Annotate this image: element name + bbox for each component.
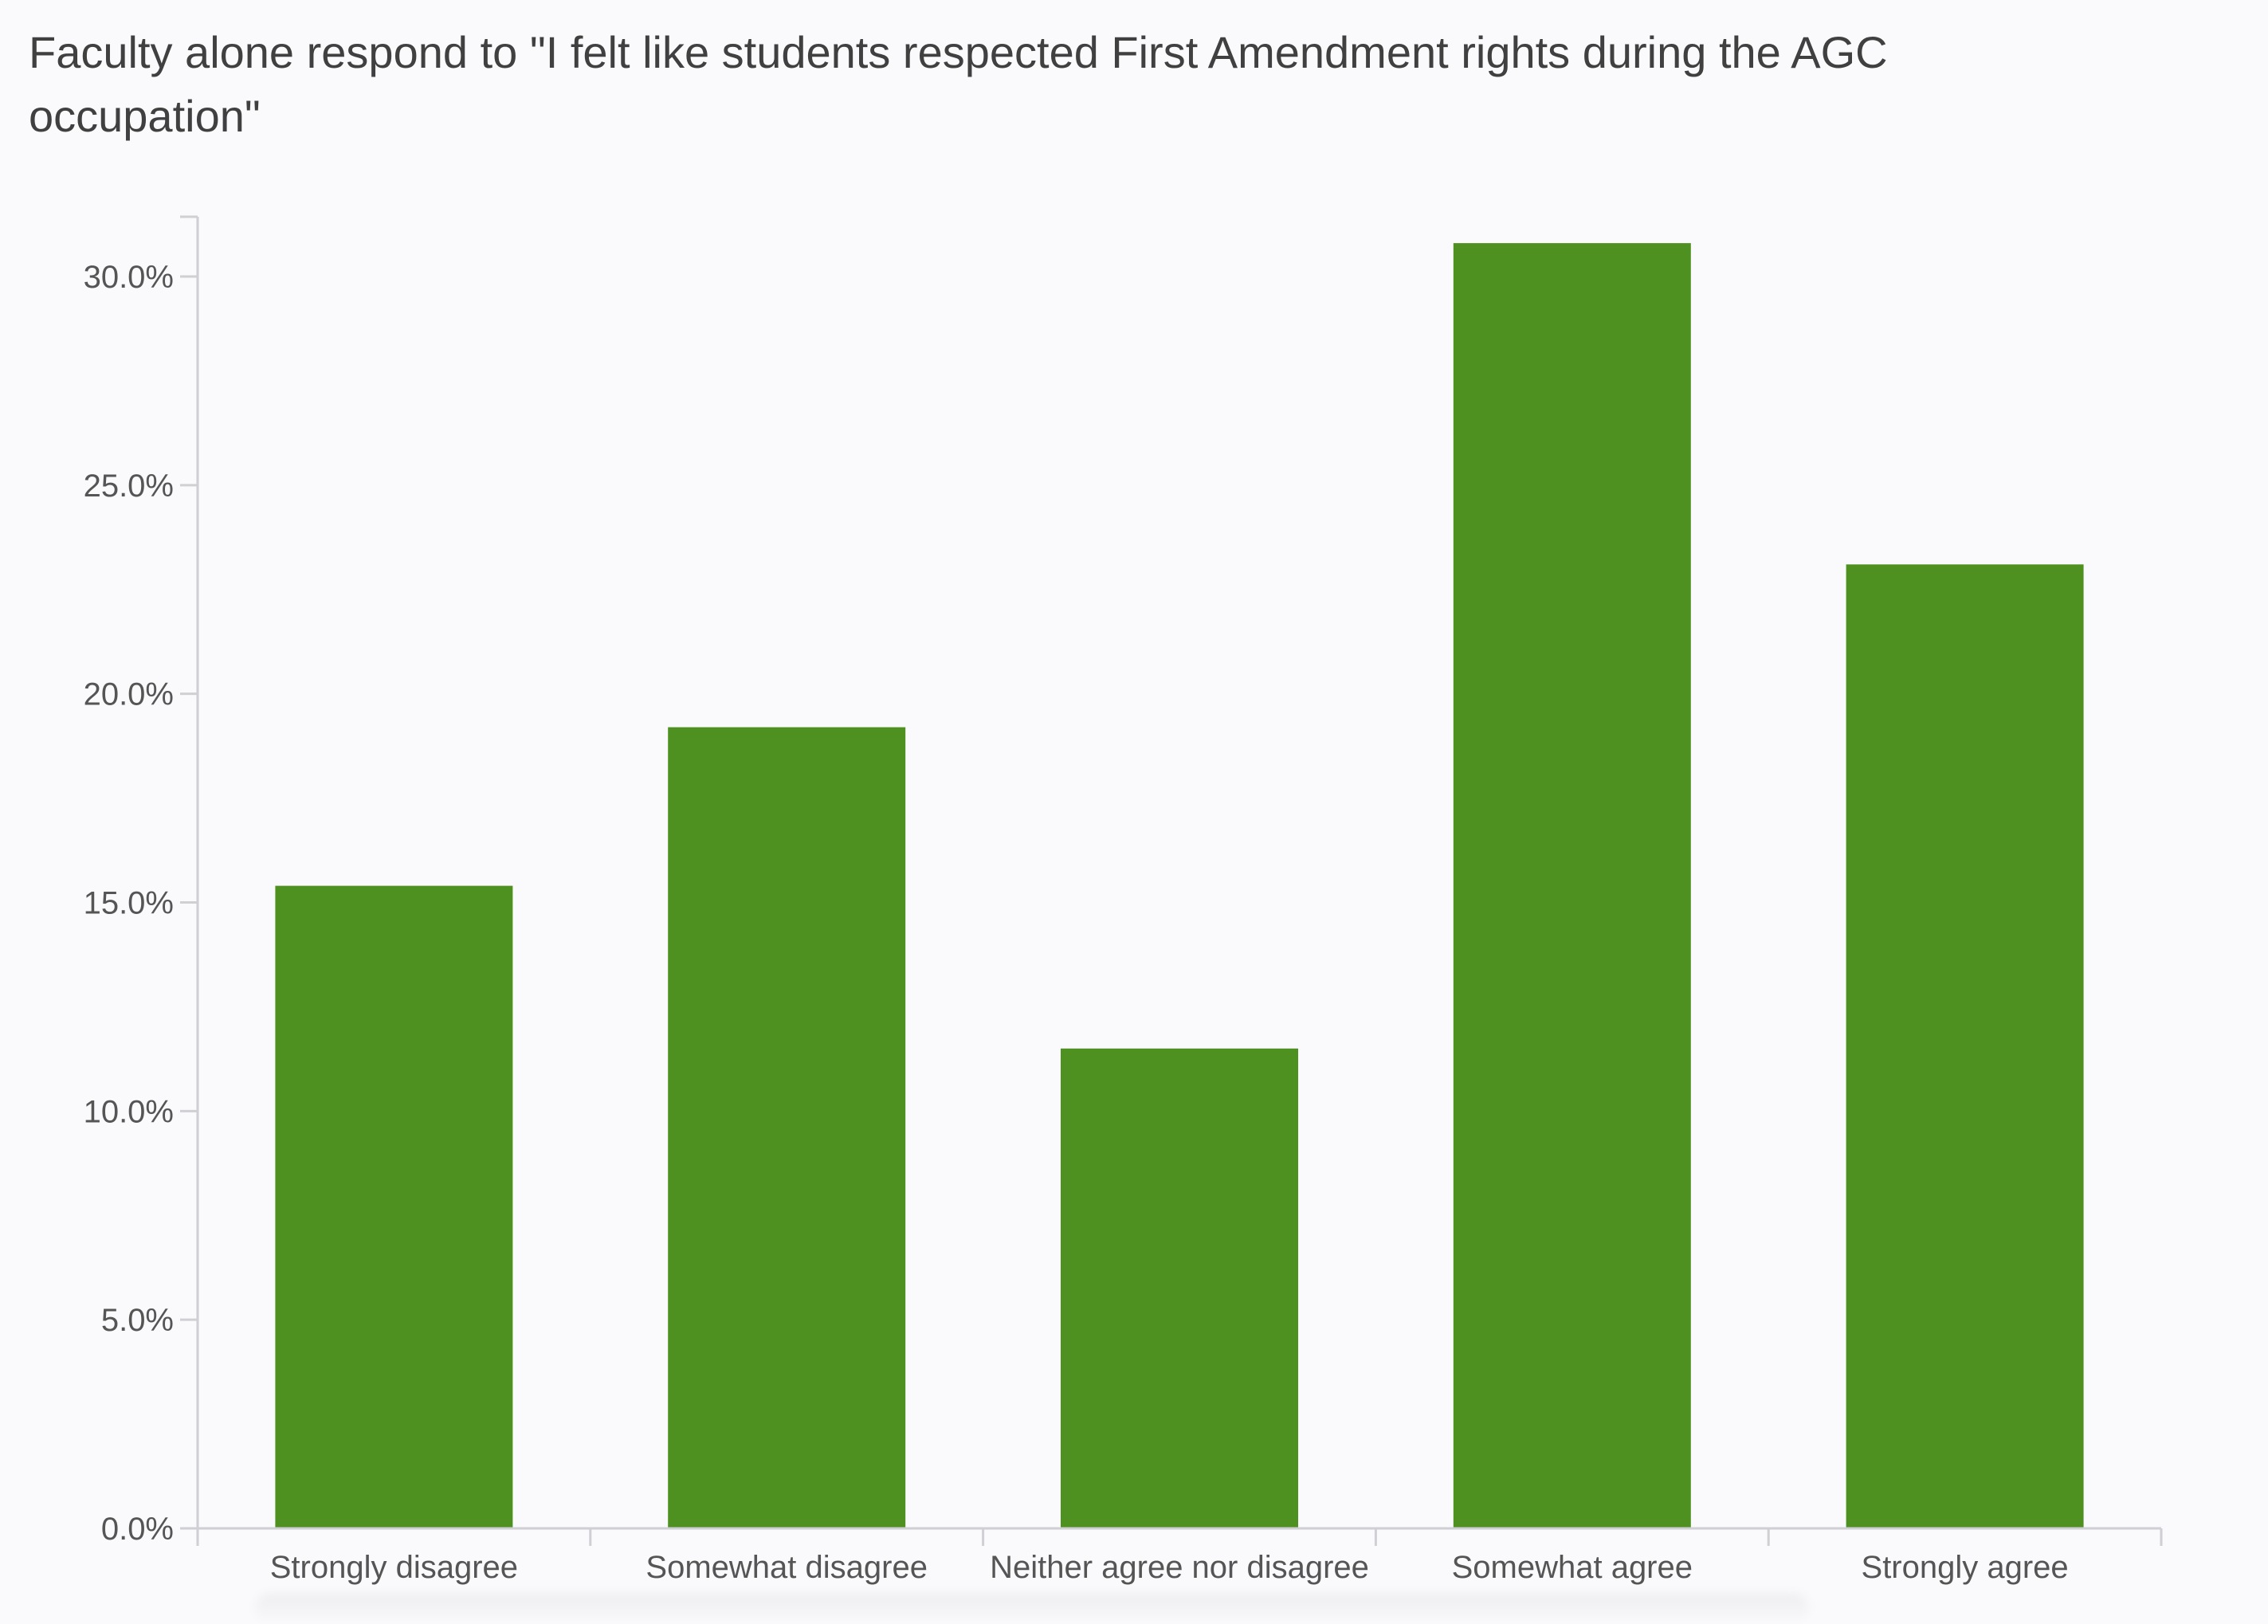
y-tick-label: 15.0% <box>84 886 174 921</box>
x-tick-label: Somewhat agree <box>1452 1550 1693 1585</box>
y-tick-label: 30.0% <box>84 260 174 295</box>
y-tick-label: 10.0% <box>84 1094 174 1129</box>
bar-strongly-agree[interactable] <box>1846 564 2084 1528</box>
y-tick-label: 25.0% <box>84 469 174 504</box>
y-tick-label: 0.0% <box>101 1512 174 1547</box>
x-tick-label: Strongly disagree <box>270 1550 518 1585</box>
x-tick-label: Neither agree nor disagree <box>990 1550 1369 1585</box>
chart-title: Faculty alone respond to "I felt like st… <box>29 27 1888 141</box>
x-tick-label: Strongly agree <box>1862 1550 2069 1585</box>
y-tick-label: 20.0% <box>84 677 174 712</box>
bars-layer <box>275 243 2084 1529</box>
bar-somewhat-agree[interactable] <box>1453 243 1691 1529</box>
bar-neither-agree-nor-disagree[interactable] <box>1061 1048 1298 1528</box>
labels-layer: 0.0% 5.0% 10.0% 15.0% 20.0% 25.0% 30.0% Strongl… <box>84 260 2069 1585</box>
axes-layer <box>180 215 2163 1546</box>
scroll-shadow <box>255 1594 1809 1624</box>
y-tick-label: 5.0% <box>101 1303 174 1338</box>
x-tick-label: Somewhat disagree <box>645 1550 928 1585</box>
bar-strongly-disagree[interactable] <box>275 885 513 1528</box>
bar-somewhat-disagree[interactable] <box>668 727 906 1528</box>
